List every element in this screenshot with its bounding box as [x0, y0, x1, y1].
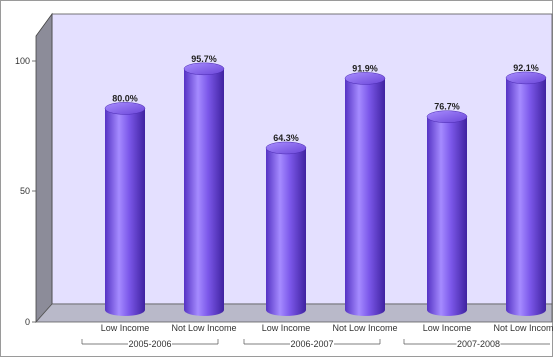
bar: 95.7% — [183, 54, 225, 316]
bar-body — [184, 68, 224, 316]
bar-cap — [183, 62, 225, 76]
category-label: Low Income — [101, 323, 150, 333]
category-label: Not Low Income — [332, 323, 397, 333]
bar-cap — [344, 72, 386, 85]
data-label: 95.7% — [191, 54, 217, 64]
data-label: 92.1% — [513, 63, 539, 73]
group-label: 2005-2006 — [128, 339, 171, 349]
bar-body — [105, 108, 145, 317]
category-label: Low Income — [423, 323, 472, 333]
data-label: 76.7% — [434, 102, 460, 112]
bar-cap — [505, 71, 547, 85]
x-axis: Low Income Not Low Income Low Income Not Lo… — [81, 323, 553, 349]
data-label: 91.9% — [352, 63, 378, 73]
bar: 80.0% — [104, 93, 146, 317]
category-label: Not Low Income — [493, 323, 553, 333]
side-wall — [35, 12, 53, 324]
bar-body — [427, 116, 467, 316]
bar: 92.1% — [505, 63, 547, 317]
group-label: 2007-2008 — [457, 339, 500, 349]
y-tick-label: 100 — [15, 56, 30, 66]
bar-cap — [426, 110, 468, 123]
bar-body — [345, 78, 385, 316]
bar-cap — [265, 141, 307, 155]
category-label: Not Low Income — [171, 323, 236, 333]
bars: 80.0% 95.7% 64.3% 91.9% 76.7% 92.1% — [104, 54, 547, 317]
data-label: 80.0% — [112, 93, 138, 103]
bar: 76.7% — [426, 102, 468, 316]
bar-body — [266, 147, 306, 316]
bar-cap — [104, 102, 146, 115]
data-label: 64.3% — [273, 133, 299, 143]
bar: 64.3% — [265, 133, 307, 316]
bar: 91.9% — [344, 63, 386, 316]
y-axis: 0 50 100 — [15, 56, 36, 327]
bar-body — [506, 77, 546, 317]
category-label: Low Income — [262, 323, 311, 333]
y-tick-label: 0 — [25, 317, 30, 327]
group-label: 2006-2007 — [290, 339, 333, 349]
y-tick-label: 50 — [20, 186, 30, 196]
